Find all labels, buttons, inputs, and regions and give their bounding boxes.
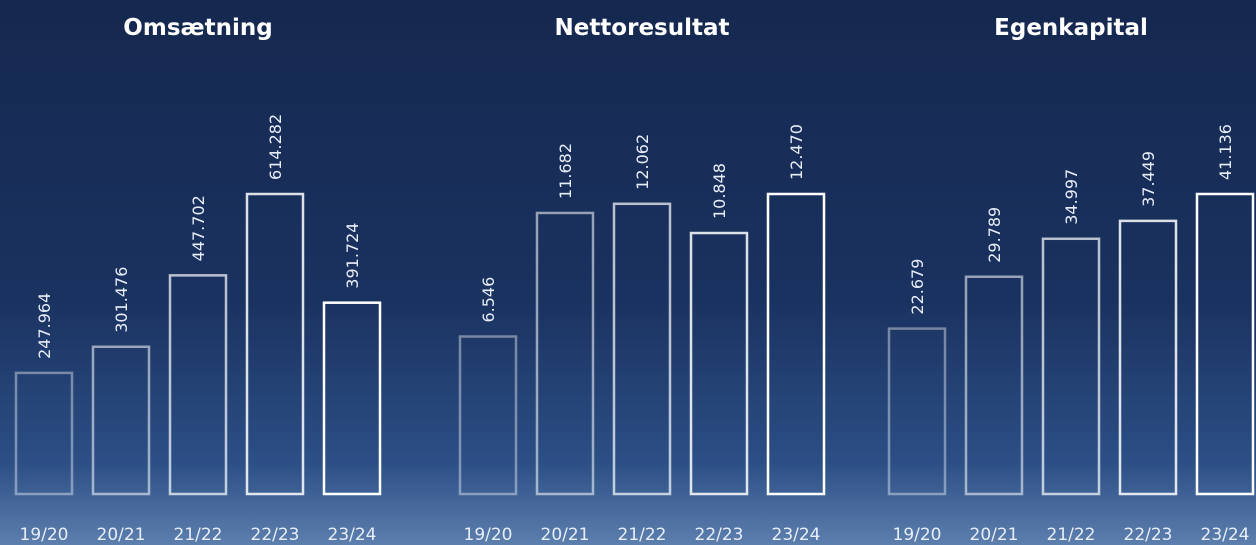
value-label: 22.679 (908, 259, 927, 315)
bar (93, 347, 149, 494)
bar (247, 194, 303, 494)
x-tick-label: 22/23 (1124, 525, 1173, 545)
x-tick-label: 20/21 (541, 525, 590, 545)
bar (1043, 239, 1099, 494)
x-tick-label: 21/22 (618, 525, 667, 545)
bar (537, 213, 593, 494)
bar (16, 373, 72, 494)
bar (1120, 221, 1176, 494)
bar (966, 277, 1022, 494)
bar (768, 194, 824, 494)
x-tick-label: 21/22 (1047, 525, 1096, 545)
value-label: 6.546 (479, 277, 498, 323)
value-label: 12.062 (633, 134, 652, 190)
bar (170, 275, 226, 494)
value-label: 447.702 (189, 195, 208, 261)
value-label: 391.724 (343, 223, 362, 289)
bar (324, 303, 380, 494)
charts: Omsætning 247.964 19/20 301.476 20/21 447.702… (0, 0, 1256, 545)
x-tick-label: 23/24 (772, 525, 821, 545)
x-tick-label: 19/20 (20, 525, 69, 545)
chart-title: Nettoresultat (554, 15, 729, 41)
bar (1197, 194, 1253, 494)
value-label: 29.789 (985, 207, 1004, 263)
value-label: 37.449 (1139, 151, 1158, 207)
bar (691, 233, 747, 494)
x-tick-label: 22/23 (251, 525, 300, 545)
x-tick-label: 20/21 (970, 525, 1019, 545)
value-label: 247.964 (35, 293, 54, 359)
x-tick-label: 19/20 (464, 525, 513, 545)
bar (614, 204, 670, 494)
x-tick-label: 19/20 (893, 525, 942, 545)
x-tick-label: 20/21 (97, 525, 146, 545)
page: Omsætning 247.964 19/20 301.476 20/21 447.702… (0, 0, 1256, 545)
bar (889, 329, 945, 494)
x-tick-label: 22/23 (695, 525, 744, 545)
x-tick-label: 23/24 (1201, 525, 1250, 545)
x-tick-label: 23/24 (328, 525, 377, 545)
value-label: 301.476 (112, 267, 131, 333)
x-tick-label: 21/22 (174, 525, 223, 545)
chart-title: Egenkapital (994, 15, 1148, 41)
value-label: 34.997 (1062, 169, 1081, 225)
chart-title: Omsætning (123, 15, 272, 41)
value-label: 10.848 (710, 163, 729, 219)
value-label: 11.682 (556, 143, 575, 199)
value-label: 41.136 (1216, 124, 1235, 180)
bar (460, 337, 516, 494)
value-label: 614.282 (266, 114, 285, 180)
value-label: 12.470 (787, 124, 806, 180)
